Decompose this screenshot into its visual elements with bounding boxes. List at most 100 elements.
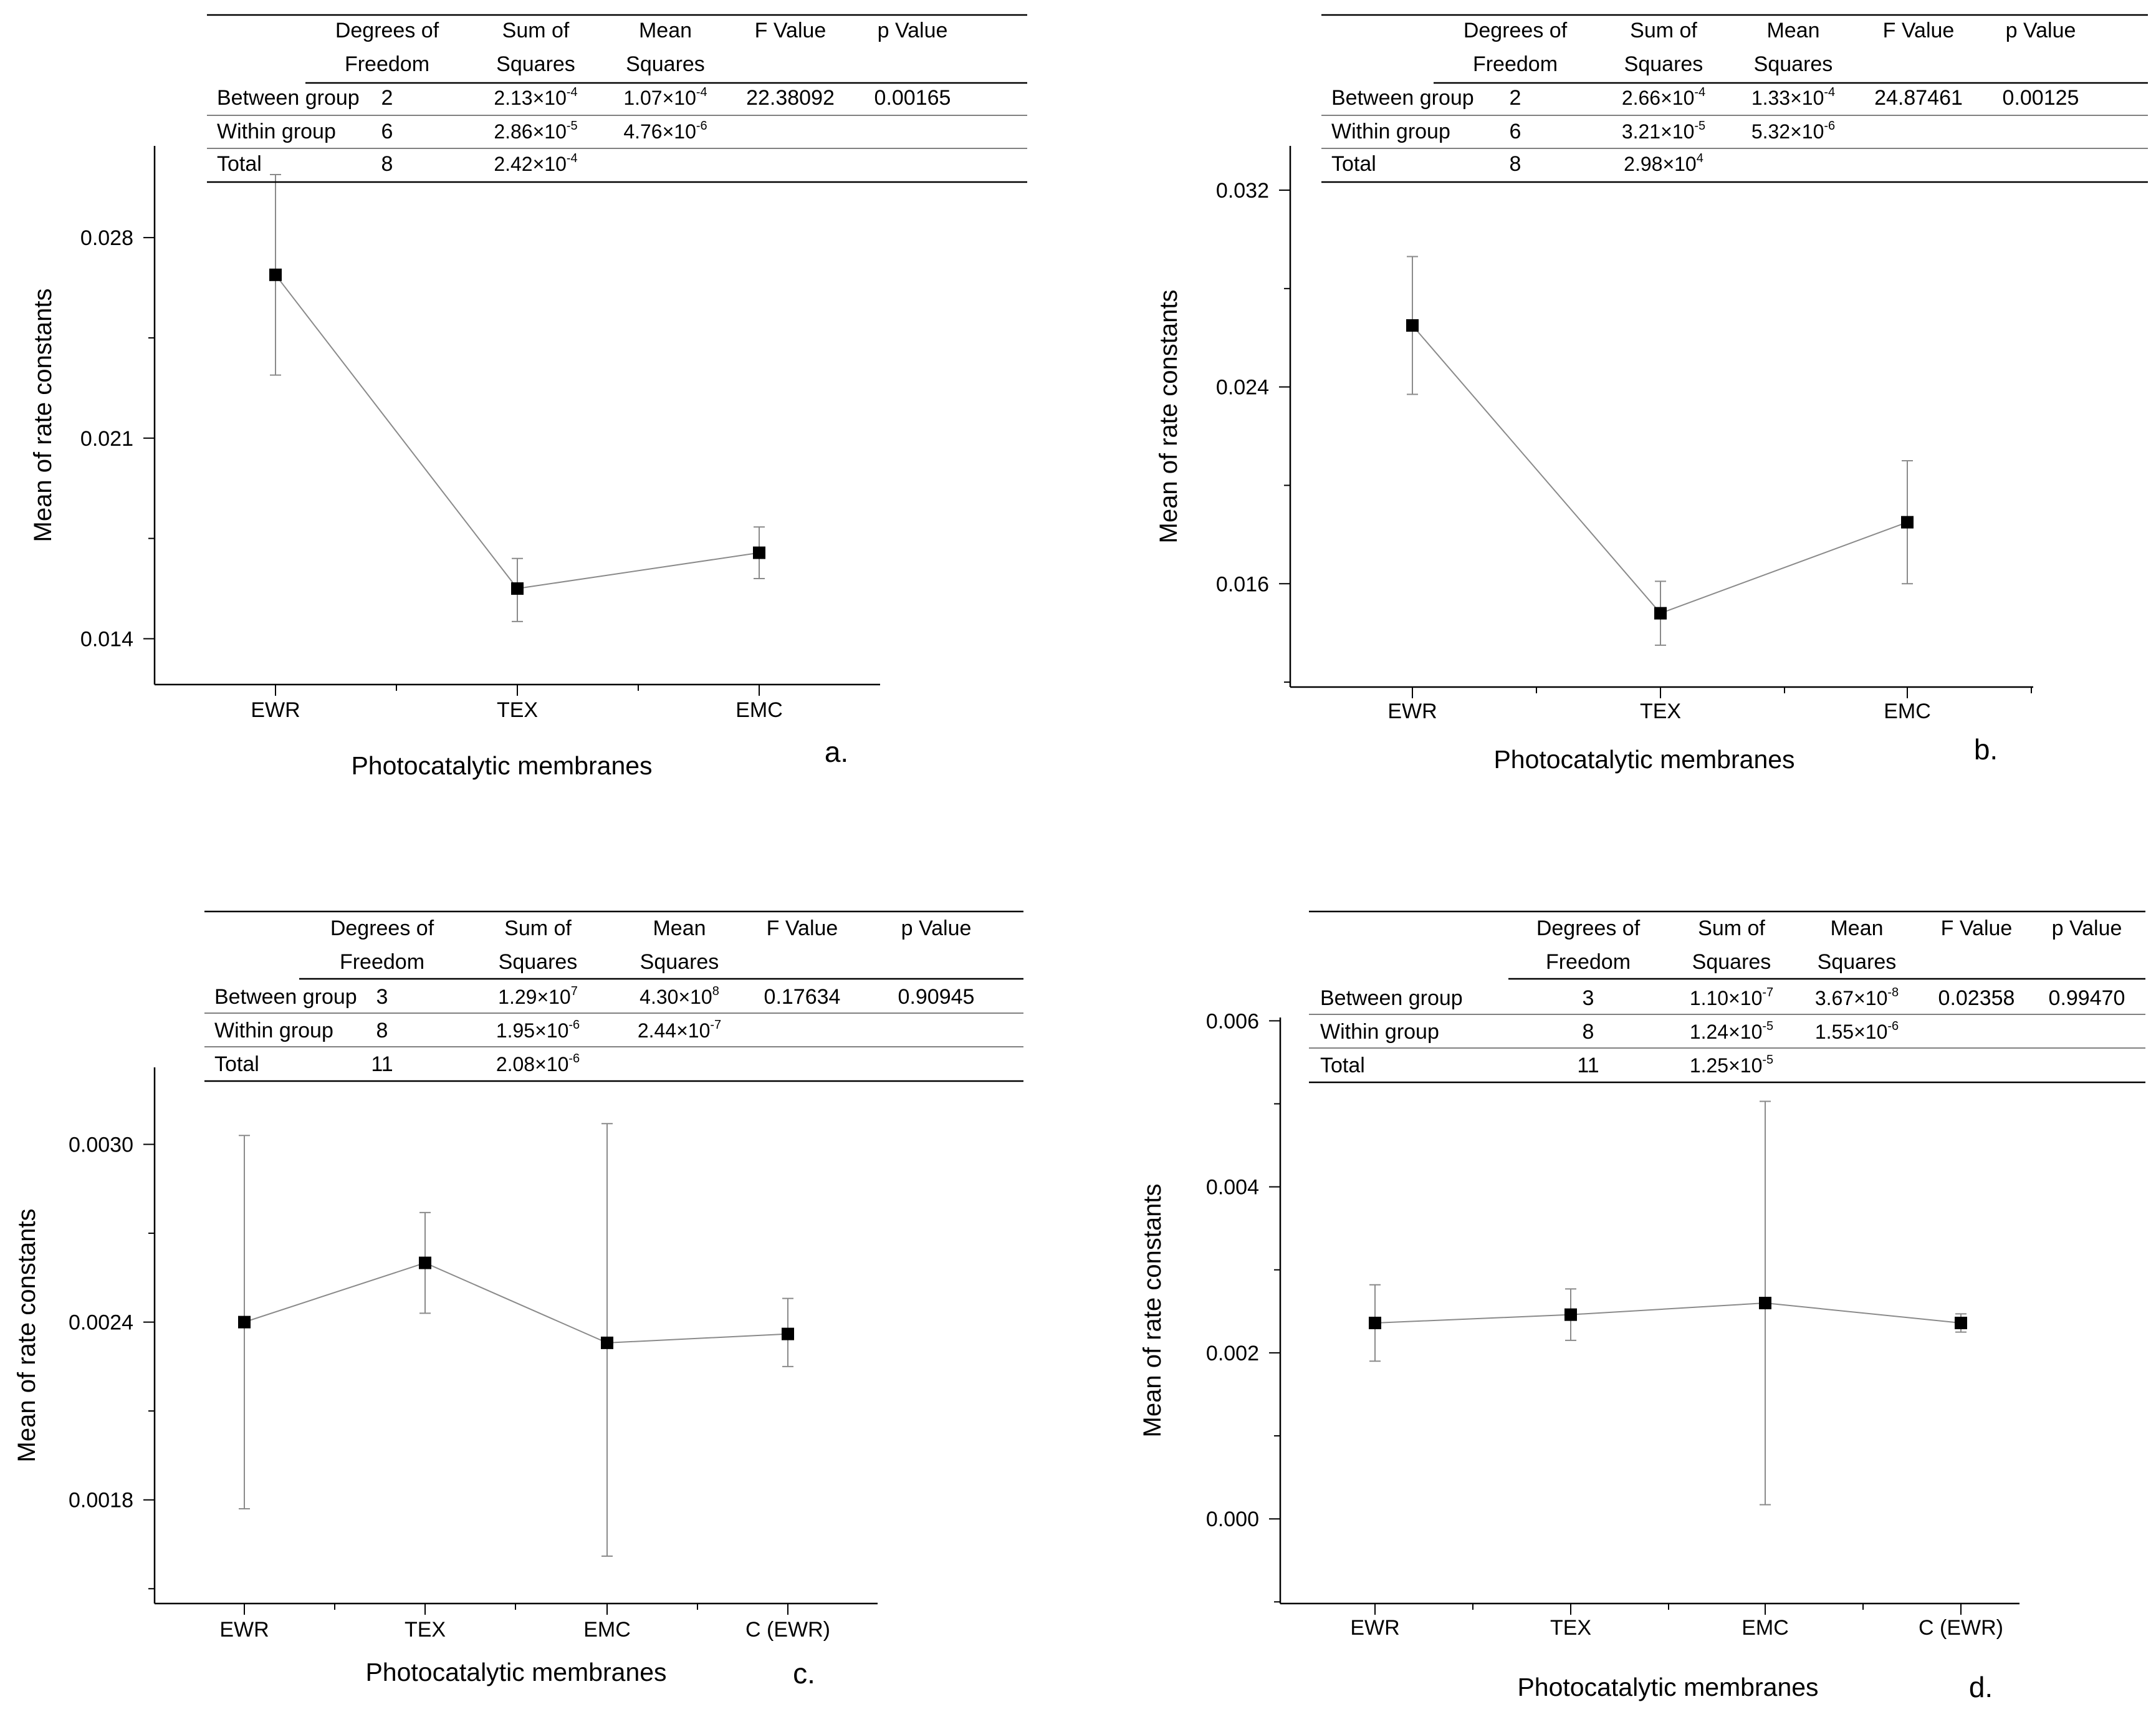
x-tick-label: EWR — [1387, 700, 1437, 723]
panel-label: d. — [1969, 1671, 1993, 1703]
table-header: F Value — [1941, 916, 2013, 940]
table-header: Freedom — [340, 950, 424, 974]
table-header: Freedom — [1546, 950, 1631, 974]
table-header: Sum of — [1698, 916, 1765, 940]
y-axis-label: Mean of rate constants — [1139, 1184, 1166, 1438]
data-point — [238, 1315, 251, 1329]
y-tick-label: 0.0018 — [69, 1489, 133, 1513]
table-row-label: Between group — [217, 86, 360, 110]
y-tick-label: 0.024 — [1216, 376, 1269, 400]
table-cell-ss: 2.66×10-4 — [1622, 85, 1705, 109]
table-cell-ms: 1.07×10-4 — [623, 85, 707, 109]
table-cell-ss: 2.42×10-4 — [494, 152, 577, 175]
data-point — [1564, 1308, 1577, 1321]
y-axis-label: Mean of rate constants — [1155, 290, 1182, 544]
y-tick-label: 0.000 — [1206, 1508, 1259, 1531]
x-tick-label: C (EWR) — [1919, 1616, 2003, 1640]
anova-table: Degrees of Freedom Sum of Squares Mean Square… — [1321, 14, 2148, 183]
y-tick-label: 0.0030 — [69, 1133, 133, 1157]
y-tick-label: 0.028 — [80, 226, 133, 250]
table-cell-ss: 1.95×10-6 — [496, 1018, 580, 1042]
table-cell-ms: 1.55×10-6 — [1815, 1019, 1899, 1043]
table-cell-df: 11 — [371, 1052, 393, 1076]
table-header: Degrees of — [330, 916, 434, 940]
table-header: Sum of — [502, 19, 570, 42]
table-cell-df: 2 — [1510, 86, 1521, 110]
table-header: p Value — [2006, 19, 2076, 42]
table-header: Freedom — [1473, 52, 1558, 76]
data-point — [269, 268, 282, 281]
table-cell-ss: 1.29×107 — [498, 984, 578, 1008]
x-tick-label: TEX — [497, 698, 538, 722]
table-row-label: Within group — [1331, 120, 1450, 143]
data-point — [782, 1327, 794, 1340]
x-tick-label: TEX — [1550, 1616, 1591, 1640]
x-tick-label: EWR — [1350, 1616, 1399, 1640]
table-header: Mean — [639, 19, 692, 42]
table-row-label: Total — [217, 152, 262, 176]
panel-label: b. — [1974, 733, 1998, 766]
x-tick-label: TEX — [1640, 700, 1681, 723]
data-point — [1654, 607, 1667, 620]
data-point — [511, 582, 524, 595]
x-tick-label: EMC — [1884, 700, 1931, 723]
table-cell-p: 0.99470 — [2049, 986, 2125, 1010]
table-header: F Value — [1883, 19, 1955, 42]
table-header: p Value — [2052, 916, 2122, 940]
table-row-label: Total — [1320, 1054, 1365, 1077]
table-cell-ms: 4.30×108 — [640, 984, 719, 1008]
table-cell-df: 2 — [381, 86, 393, 110]
panel-a: 0.014 0.021 0.028 EWR TEX EMC Mean of rate con… — [29, 14, 1027, 780]
y-tick-label: 0.032 — [1216, 179, 1269, 203]
table-cell-ms: 2.44×10-7 — [638, 1018, 721, 1042]
table-header: Sum of — [1630, 19, 1697, 42]
table-cell-ss: 2.86×10-5 — [494, 119, 577, 143]
table-cell-ms: 4.76×10-6 — [623, 119, 707, 143]
table-cell-ms: 1.33×10-4 — [1751, 85, 1835, 109]
anova-table: Degrees of Freedom Sum of Squares Mean Square… — [207, 14, 1027, 183]
y-tick-label: 0.0024 — [69, 1311, 133, 1335]
x-tick-label: EWR — [219, 1618, 269, 1642]
data-point — [601, 1336, 613, 1349]
table-cell-f: 0.02358 — [1938, 986, 2015, 1010]
table-row-label: Total — [214, 1052, 259, 1076]
x-axis-label: Photocatalytic membranes — [365, 1658, 666, 1686]
table-cell-ms: 3.67×10-8 — [1815, 986, 1899, 1009]
y-tick-label: 0.016 — [1216, 572, 1269, 596]
table-header: Squares — [1818, 950, 1897, 974]
table-cell-df: 8 — [381, 152, 393, 176]
panel-label: c. — [793, 1657, 815, 1690]
x-axis-label: Photocatalytic membranes — [1517, 1673, 1818, 1701]
y-tick-label: 0.002 — [1206, 1342, 1259, 1365]
y-axis-label: Mean of rate constants — [29, 289, 57, 542]
x-axis-label: Photocatalytic membranes — [1493, 745, 1794, 774]
x-tick-label: EMC — [583, 1618, 631, 1642]
data-point — [1369, 1316, 1381, 1329]
table-cell-df: 8 — [376, 1019, 388, 1042]
table-header: F Value — [755, 19, 826, 42]
table-cell-p: 0.00165 — [874, 86, 951, 110]
x-tick-label: TEX — [405, 1618, 446, 1642]
table-header: p Value — [878, 19, 948, 42]
data-point — [1759, 1297, 1771, 1310]
data-point — [1901, 516, 1914, 529]
panel-d: 0.000 0.002 0.004 0.006 EWR TEX EMC C (EWR) Mean… — [1139, 910, 2145, 1703]
table-header: Squares — [496, 52, 575, 76]
y-tick-label: 0.014 — [80, 627, 133, 651]
table-cell-df: 8 — [1510, 152, 1521, 176]
table-cell-ss: 1.25×10-5 — [1690, 1053, 1773, 1077]
table-cell-df: 8 — [1583, 1020, 1594, 1044]
table-header: Squares — [1624, 52, 1703, 76]
panel-label: a. — [825, 736, 848, 768]
table-header: Freedom — [345, 52, 429, 76]
data-point — [753, 546, 765, 559]
table-cell-ss: 2.98×104 — [1624, 152, 1703, 175]
table-cell-df: 6 — [1510, 120, 1521, 143]
table-row-label: Total — [1331, 152, 1376, 176]
data-point — [1406, 319, 1419, 332]
table-header: Degrees of — [335, 19, 439, 42]
table-cell-df: 6 — [381, 120, 393, 143]
table-row-label: Within group — [217, 120, 336, 143]
table-header: Mean — [1830, 916, 1883, 940]
